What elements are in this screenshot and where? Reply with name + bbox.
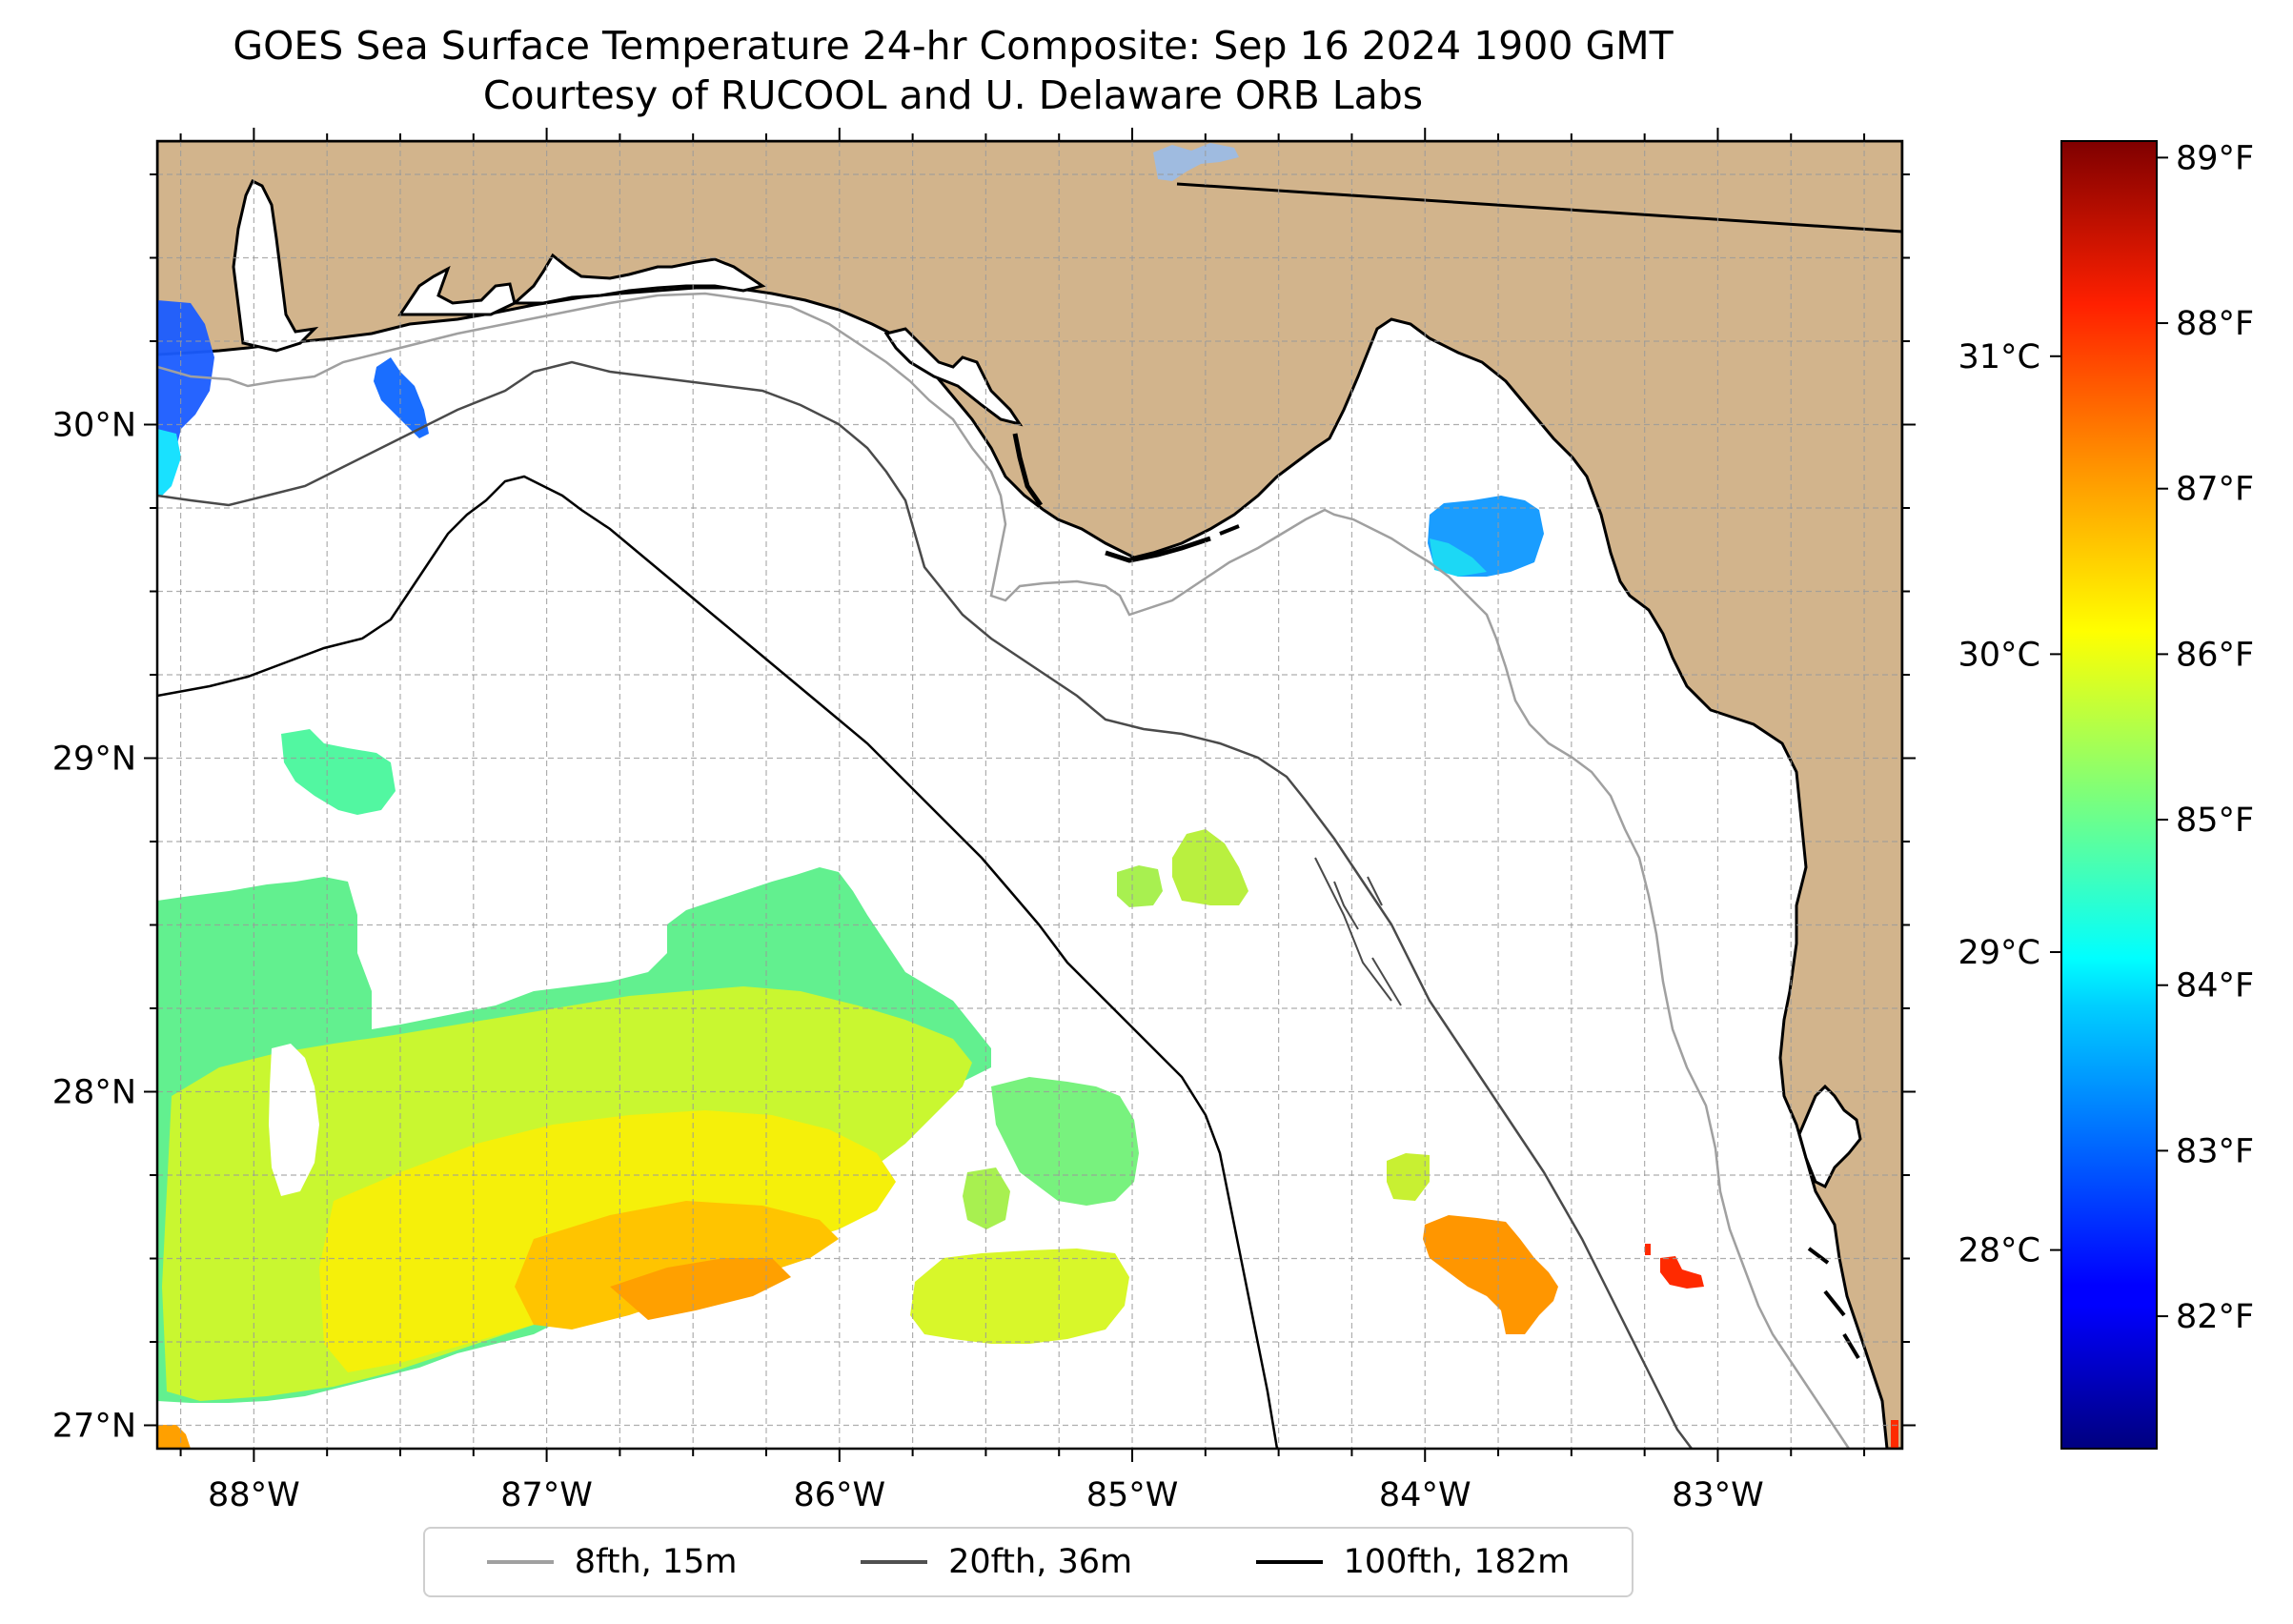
colorbar-f-tick-label: 89°F — [2176, 139, 2254, 177]
lake-seminole — [1153, 143, 1239, 181]
title-line-2: Courtesy of RUCOOL and U. Delaware ORB L… — [482, 72, 1424, 118]
isobath-20fth-islands — [1314, 857, 1402, 1006]
legend-swatch-20fth — [861, 1560, 928, 1564]
sst-patch-corner-red — [1891, 1420, 1898, 1449]
map-frame — [155, 139, 1904, 1451]
sst-patch-corner-orange — [157, 1425, 191, 1449]
legend-item-8fth: 8fth, 15m — [486, 1543, 738, 1581]
sst-patch-bigbend-cyan — [1430, 538, 1487, 577]
x-tick-label: 87°W — [500, 1476, 593, 1514]
sst-patch-orange — [1423, 1215, 1558, 1334]
colorbar-f-tick-label: 88°F — [2176, 305, 2254, 343]
pensacola-bay — [397, 265, 517, 316]
legend-swatch-100fth — [1255, 1560, 1323, 1564]
title-line-1: GOES Sea Surface Temperature 24-hr Compo… — [233, 23, 1674, 69]
grid-lines — [157, 141, 1902, 1449]
charlotte-harbor-islands — [1807, 1247, 1860, 1360]
colorbar-celsius-axis: 28°C 29°C 30°C 31°C — [1958, 338, 2061, 1270]
y-tick-label: 29°N — [52, 741, 136, 779]
map-axes: 88°W 87°W 86°W 85°W 84°W 83°W 30°N 29°N 28°N 27°N — [52, 128, 1916, 1514]
isobath-100fth — [157, 475, 1279, 1449]
sst-patch-red-dot — [1645, 1244, 1651, 1255]
sst-patch-east-small-green — [963, 1167, 1010, 1229]
chart-title: GOES Sea Surface Temperature 24-hr Compo… — [0, 21, 1906, 120]
colorbar-c-tick-label: 30°C — [1958, 636, 2040, 674]
legend-item-100fth: 100fth, 182m — [1255, 1543, 1571, 1581]
state-border — [1176, 182, 1902, 233]
isobath-contours — [157, 292, 1851, 1449]
x-tick-label: 83°W — [1672, 1476, 1764, 1514]
choctawhatchee-bay — [511, 253, 766, 305]
colorbar-gradient — [2060, 140, 2158, 1450]
sst-patch-center-small-1 — [1117, 865, 1163, 907]
colorbar-c-tick-label: 29°C — [1958, 934, 2040, 972]
sst-patch-main-hole — [269, 1044, 319, 1196]
isobath-8fth — [157, 292, 1851, 1449]
sst-patch-main-darkorange — [610, 1258, 791, 1320]
sst-patch-pensacola-blue — [374, 357, 429, 438]
y-tick-label: 27°N — [52, 1408, 136, 1446]
sst-data-layer — [157, 300, 1898, 1449]
colorbar: 82°F 83°F 84°F 85°F 86°F 87°F 88°F 89°F 28°C 29°… — [1958, 139, 2254, 1450]
x-tick-label: 85°W — [1086, 1476, 1179, 1514]
colorbar-f-tick-label: 85°F — [2176, 802, 2254, 840]
x-tick-label: 84°W — [1379, 1476, 1471, 1514]
x-tick-label: 86°W — [793, 1476, 885, 1514]
legend-swatch-8fth — [486, 1560, 554, 1564]
colorbar-c-tick-label: 28°C — [1958, 1232, 2040, 1270]
legend-label-20fth: 20fth, 36m — [948, 1543, 1133, 1581]
colorbar-f-tick-label: 87°F — [2176, 471, 2254, 509]
x-tick-label: 88°W — [208, 1476, 300, 1514]
legend-item-20fth: 20fth, 36m — [861, 1543, 1132, 1581]
colorbar-fahrenheit-axis: 82°F 83°F 84°F 85°F 86°F 87°F 88°F 89°F — [2157, 139, 2254, 1336]
sst-patch-mobile-cyan — [157, 429, 181, 496]
colorbar-f-tick-label: 86°F — [2176, 636, 2254, 674]
sst-patch-lime-small — [1387, 1153, 1430, 1201]
sst-patch-red — [1660, 1256, 1704, 1289]
dog-island — [1219, 524, 1240, 536]
colorbar-f-tick-label: 84°F — [2176, 967, 2254, 1005]
tampa-bay — [1797, 1084, 1862, 1189]
st-vincent-island — [1012, 433, 1044, 507]
colorbar-c-tick-label: 31°C — [1958, 338, 2040, 376]
colorbar-f-tick-label: 82°F — [2176, 1298, 2254, 1336]
sst-patch-east-green — [991, 1077, 1139, 1206]
legend-label-8fth: 8fth, 15m — [574, 1543, 738, 1581]
sst-patch-main-orange — [515, 1201, 839, 1330]
sst-patch-center-small-2 — [1172, 829, 1248, 905]
colorbar-f-tick-label: 83°F — [2176, 1132, 2254, 1170]
isobath-legend: 8fth, 15m 20fth, 36m 100fth, 182m — [423, 1527, 1634, 1597]
st-george-island — [1105, 536, 1211, 563]
map-area — [157, 141, 1902, 1449]
y-tick-label: 30°N — [52, 407, 136, 445]
y-tick-label: 28°N — [52, 1074, 136, 1112]
land-northern-coast — [157, 141, 1902, 1449]
legend-label-100fth: 100fth, 182m — [1343, 1543, 1571, 1581]
sst-patch-west-green — [281, 729, 396, 815]
sst-patch-east-lime — [910, 1248, 1129, 1344]
isobath-20fth — [157, 360, 1693, 1449]
